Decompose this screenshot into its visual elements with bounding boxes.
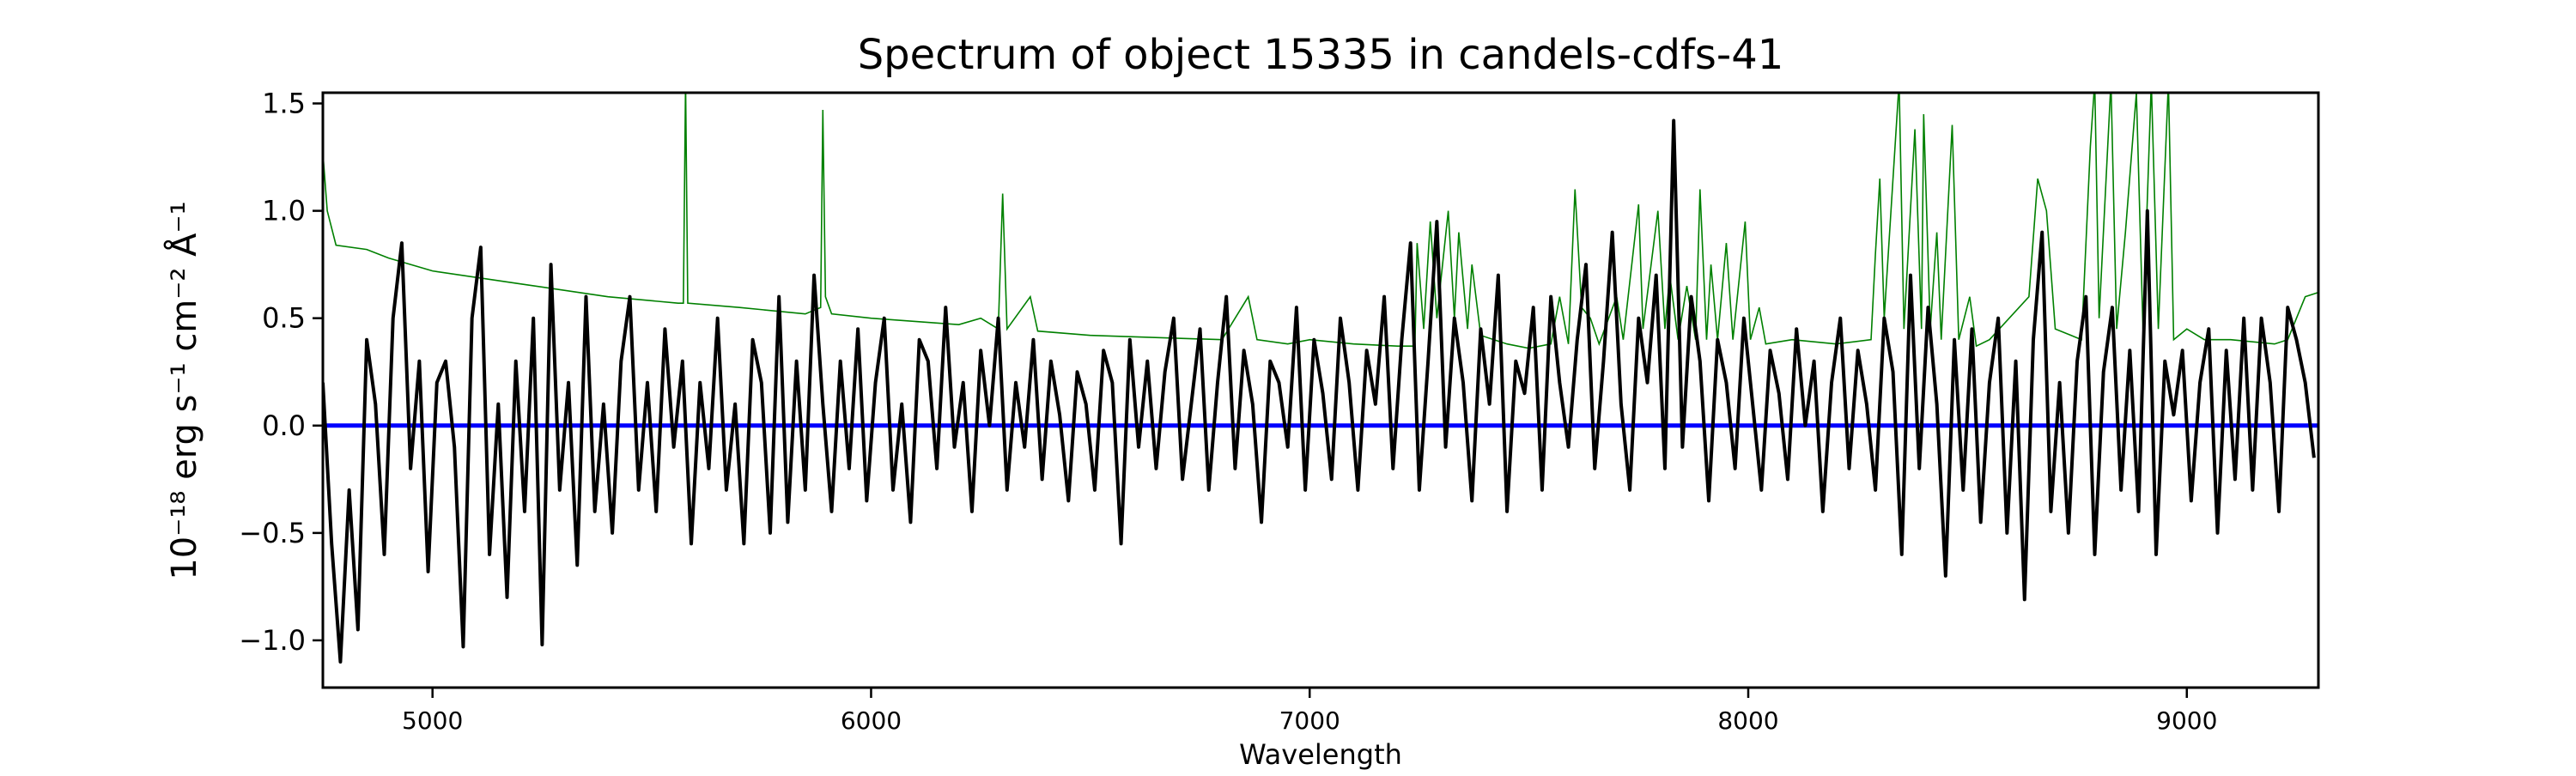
- x-tick-label: 8000: [1717, 706, 1778, 735]
- plot-frame: [321, 91, 2320, 689]
- chart-title: Spectrum of object 15335 in candels-cdfs…: [858, 31, 1784, 79]
- y-tick-label: 1.5: [262, 88, 306, 120]
- x-tick-label: 6000: [841, 706, 902, 735]
- x-tick-label: 5000: [402, 706, 463, 735]
- error-spectrum-line: [323, 93, 2318, 349]
- y-tick-label: 1.0: [262, 195, 306, 227]
- x-axis-label: Wavelength: [1239, 738, 1402, 771]
- flux-spectrum-line: [323, 118, 2316, 664]
- x-tick-label: 7000: [1279, 706, 1340, 735]
- y-tick-label: 0.5: [262, 302, 306, 335]
- y-tick-label: 0.0: [262, 409, 306, 442]
- y-axis-label: 10⁻¹⁸ erg s⁻¹ cm⁻² Å⁻¹: [163, 201, 204, 579]
- y-tick-label: −1.0: [239, 624, 306, 657]
- x-tick-label: 9000: [2156, 706, 2217, 735]
- y-tick-label: −0.5: [239, 517, 306, 549]
